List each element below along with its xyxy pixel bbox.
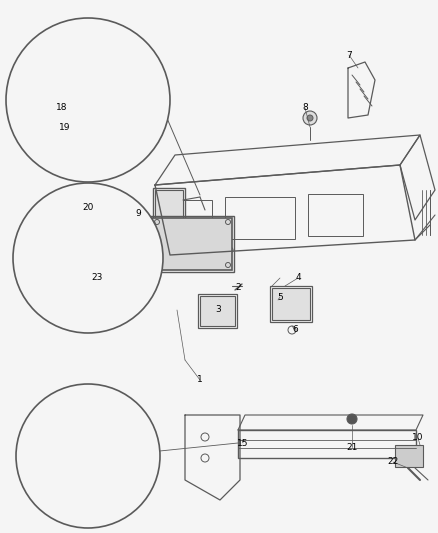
Text: 18: 18 (56, 103, 68, 112)
Bar (225, 197, 295, 239)
Bar (150, 216, 234, 272)
Text: 2: 2 (235, 282, 241, 292)
Circle shape (13, 183, 163, 333)
Bar (42, 102, 77, 127)
Bar (40, 126, 75, 146)
Bar (200, 296, 235, 326)
Text: 23: 23 (91, 273, 102, 282)
Text: 19: 19 (59, 124, 71, 133)
Circle shape (90, 243, 100, 253)
Bar (90, 468, 100, 478)
Text: 3: 3 (215, 305, 221, 314)
Circle shape (347, 414, 357, 424)
Text: 7: 7 (346, 51, 352, 60)
Circle shape (6, 18, 170, 182)
Bar (308, 194, 363, 236)
Text: 4: 4 (295, 273, 301, 282)
Text: 1: 1 (197, 376, 203, 384)
Bar (38, 124, 77, 148)
Bar (155, 190, 183, 218)
Bar (72, 272, 112, 282)
Circle shape (90, 109, 98, 117)
Bar (50, 430, 104, 462)
Bar (80, 282, 108, 290)
Bar (153, 188, 185, 220)
Bar (270, 286, 312, 322)
Circle shape (303, 111, 317, 125)
Bar (238, 430, 416, 458)
Text: 15: 15 (237, 439, 249, 448)
Circle shape (67, 463, 77, 473)
Text: 6: 6 (292, 326, 298, 335)
Bar (198, 294, 237, 328)
Bar (162, 200, 212, 240)
Bar (152, 218, 232, 270)
Text: 8: 8 (302, 103, 308, 112)
Circle shape (16, 384, 160, 528)
Text: 9: 9 (135, 208, 141, 217)
Text: 10: 10 (412, 433, 424, 442)
Circle shape (90, 119, 98, 127)
Bar (272, 288, 310, 320)
Text: 20: 20 (82, 203, 94, 212)
Circle shape (307, 115, 313, 121)
Bar (395, 445, 423, 467)
Text: 22: 22 (387, 457, 399, 466)
Text: 21: 21 (346, 442, 358, 451)
Bar (52, 432, 102, 460)
Text: 5: 5 (277, 293, 283, 302)
Bar (40, 100, 79, 129)
